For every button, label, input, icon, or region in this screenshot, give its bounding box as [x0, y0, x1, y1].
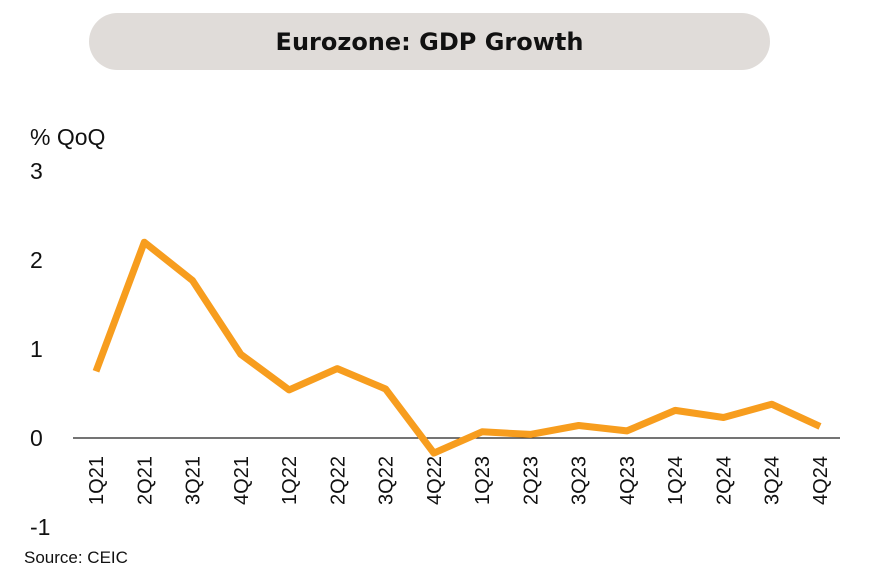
x-tick-label: 4Q24 — [810, 456, 832, 505]
x-tick-label: 4Q23 — [617, 456, 639, 505]
x-tick-label: 1Q21 — [86, 456, 108, 505]
y-tick-label: -1 — [30, 514, 50, 540]
x-tick-label: 2Q22 — [327, 456, 349, 505]
title-banner: Eurozone: GDP Growth — [89, 13, 770, 70]
x-tick-label: 2Q21 — [134, 456, 156, 505]
source-note: Source: CEIC — [24, 548, 128, 567]
x-tick-label: 3Q23 — [569, 456, 591, 505]
series-line — [92, 238, 822, 457]
x-tick-label: 3Q21 — [183, 456, 205, 505]
x-tick-label: 2Q23 — [520, 456, 542, 505]
x-tick-label: 3Q24 — [762, 456, 784, 505]
y-axis-unit-label: % QoQ — [30, 124, 106, 150]
y-tick-label: 3 — [30, 158, 43, 184]
x-tick-label: 1Q22 — [279, 456, 301, 505]
y-tick-label: 1 — [30, 336, 43, 362]
y-tick-label: 2 — [30, 247, 43, 273]
x-tick-label: 1Q23 — [472, 456, 494, 505]
x-tick-label: 3Q22 — [376, 456, 398, 505]
x-tick-label: 4Q22 — [424, 456, 446, 505]
chart-title: Eurozone: GDP Growth — [275, 27, 584, 56]
x-tick-label: 1Q24 — [665, 456, 687, 505]
y-tick-label: 0 — [30, 425, 43, 451]
x-tick-label: 4Q21 — [231, 456, 253, 505]
x-tick-label: 2Q24 — [713, 456, 735, 505]
